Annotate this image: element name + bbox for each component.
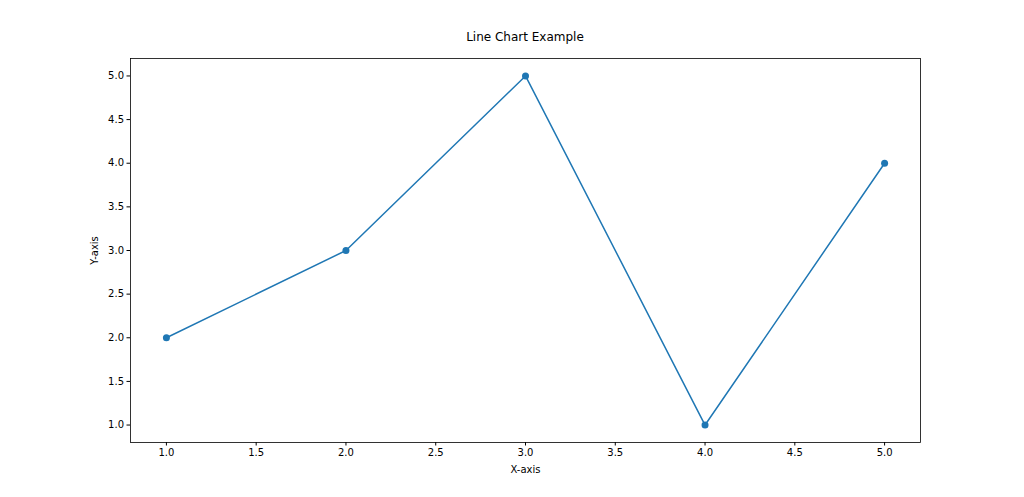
svg-text:5.0: 5.0 (877, 447, 893, 458)
svg-text:3.5: 3.5 (108, 201, 124, 212)
svg-text:2.5: 2.5 (108, 288, 124, 299)
svg-text:2.5: 2.5 (428, 447, 444, 458)
svg-text:1.5: 1.5 (108, 376, 124, 387)
svg-text:3.0: 3.0 (108, 245, 124, 256)
svg-text:2.0: 2.0 (108, 332, 124, 343)
html-text:Line Chart Example: Line Chart Example (466, 30, 584, 44)
svg-text:4.0: 4.0 (697, 447, 713, 458)
svg-text:4.0: 4.0 (108, 157, 124, 168)
svg-text:5.0: 5.0 (108, 70, 124, 81)
svg-text:2.0: 2.0 (338, 447, 354, 458)
svg-text:3.5: 3.5 (607, 447, 623, 458)
svg-text:3.0: 3.0 (518, 447, 534, 458)
svg-text:Y-axis: Y-axis (89, 236, 100, 266)
svg-text:4.5: 4.5 (108, 114, 124, 125)
svg-text:1.0: 1.0 (158, 447, 174, 458)
svg-text:X-axis: X-axis (511, 464, 541, 475)
svg-text:1.5: 1.5 (248, 447, 264, 458)
svg-text:4.5: 4.5 (787, 447, 803, 458)
svg-text:1.0: 1.0 (108, 419, 124, 430)
